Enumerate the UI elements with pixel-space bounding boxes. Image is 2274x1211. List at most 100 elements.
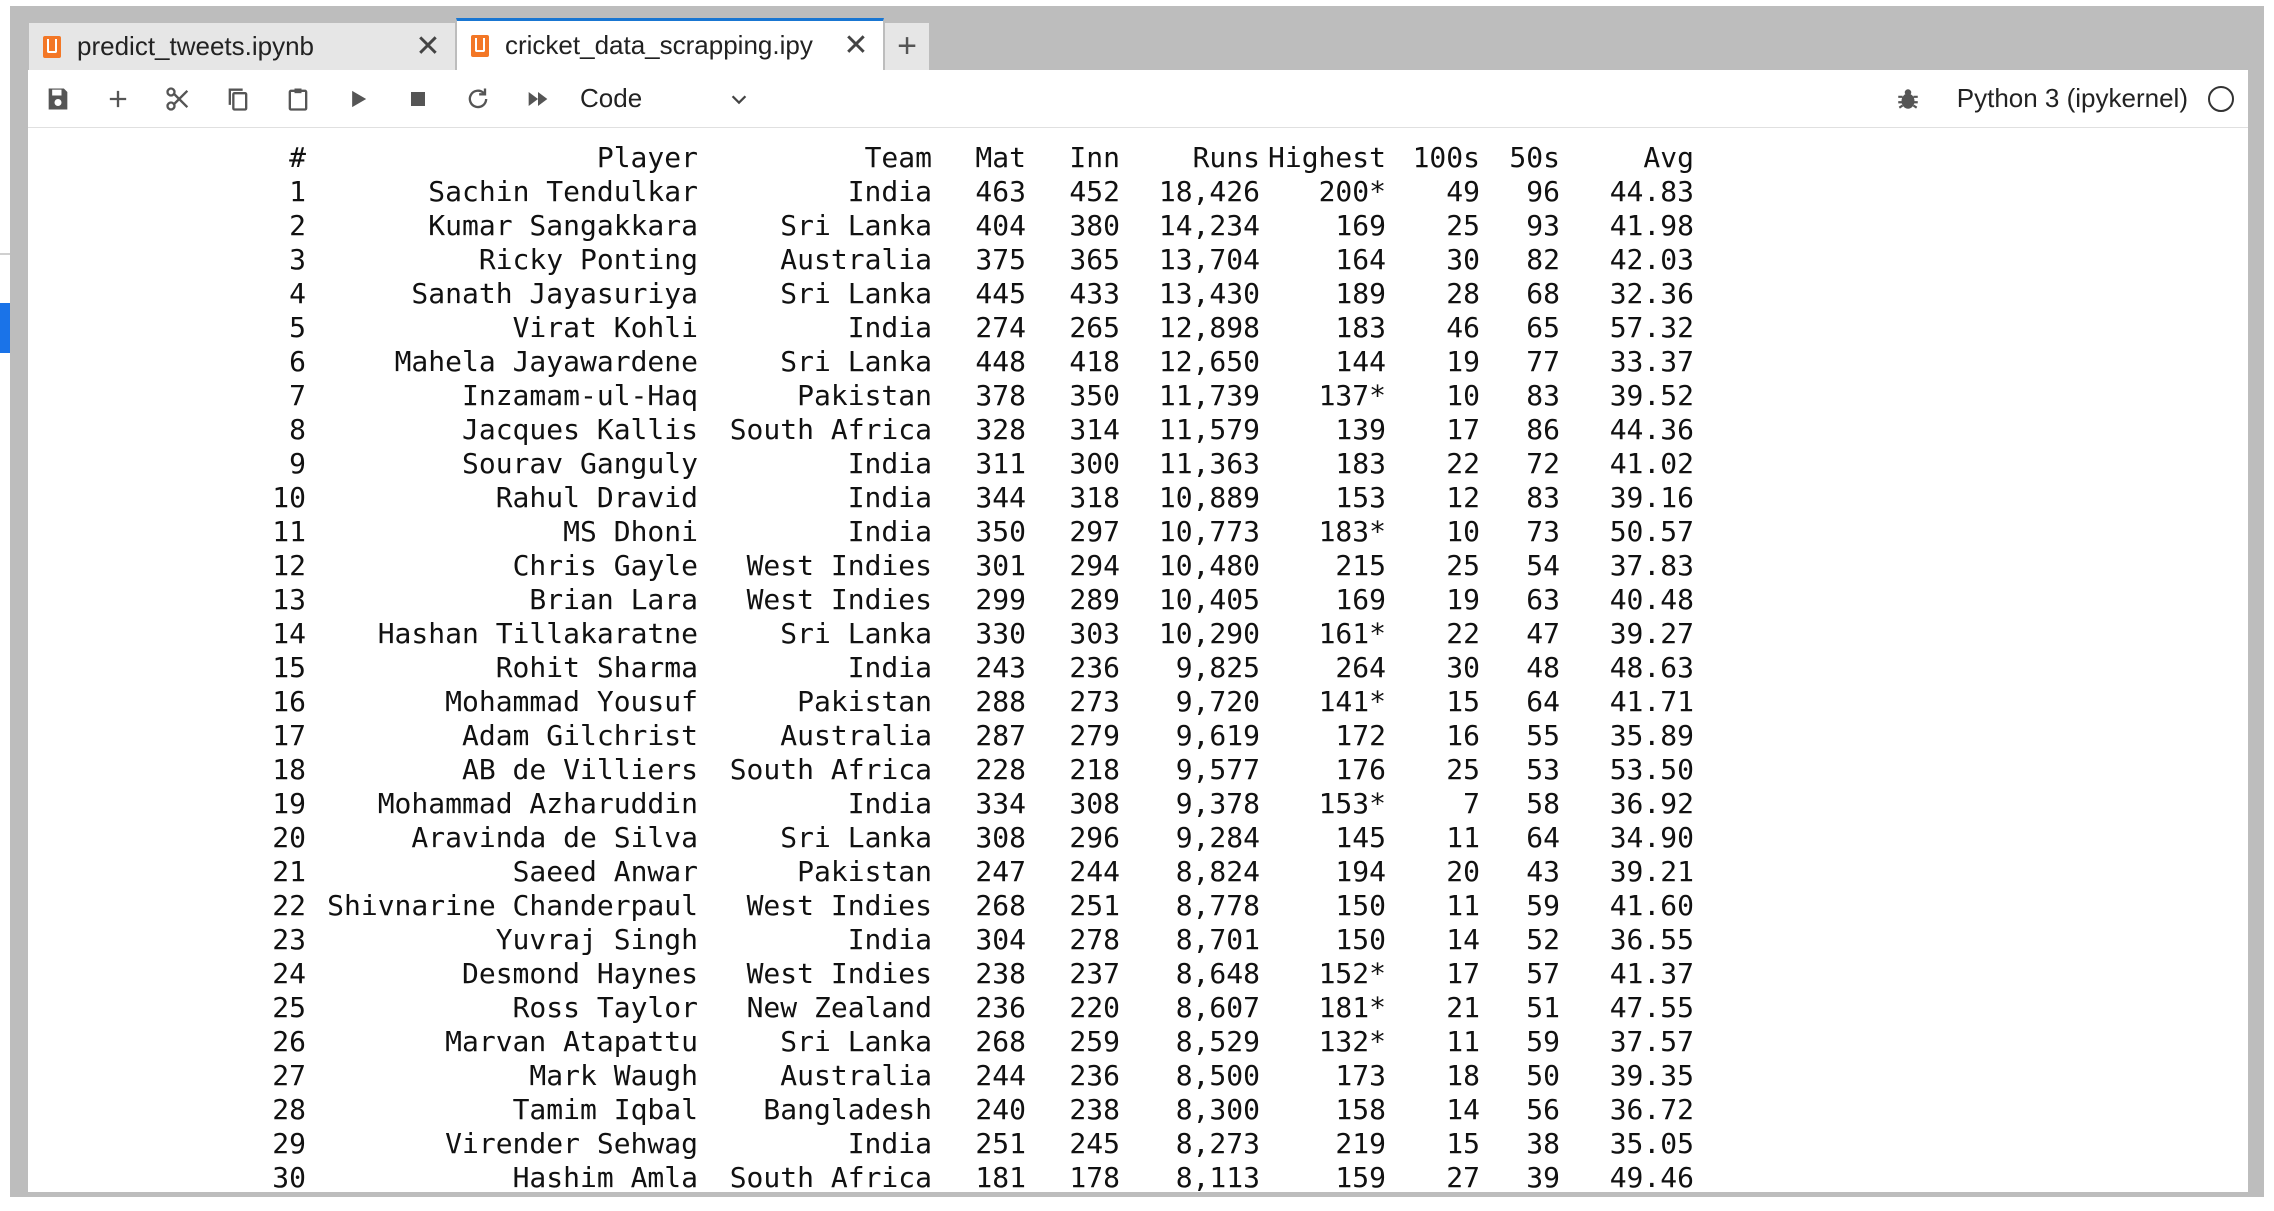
table-row: 22 Shivnarine Chanderpaul West Indies 268 25…: [238, 888, 1694, 922]
cell-fifties: 59: [1526, 1024, 1560, 1058]
cell-index: 16: [272, 684, 306, 718]
cell-mat: 375: [975, 242, 1026, 276]
restart-button[interactable]: [448, 70, 508, 128]
cell-player: Mahela Jayawardene: [394, 344, 698, 378]
cell-team: South Africa: [729, 1160, 932, 1193]
cell-avg: 34.90: [1609, 820, 1694, 854]
new-tab-button[interactable]: +: [884, 22, 930, 70]
cell-inn: 303: [1069, 616, 1120, 650]
header-index: #: [289, 140, 306, 174]
cell-highest: 161*: [1318, 616, 1386, 650]
cell-team: West Indies: [746, 956, 932, 990]
cut-icon: [166, 86, 189, 111]
cell-fifties: 83: [1526, 378, 1560, 412]
run-all-button[interactable]: [508, 70, 568, 128]
tab-bar: predict_tweets.ipynb ✕ cricket_data_scra…: [28, 18, 2248, 70]
cut-button[interactable]: [148, 70, 208, 128]
copy-button[interactable]: [208, 70, 268, 128]
bug-icon[interactable]: [1895, 86, 1921, 112]
cell-hundreds: 14: [1446, 1092, 1480, 1126]
cell-index: 12: [272, 548, 306, 582]
cell-mat: 181: [975, 1160, 1026, 1193]
cell-inn: 279: [1069, 718, 1120, 752]
cell-avg: 35.05: [1609, 1126, 1694, 1160]
cell-team: South Africa: [729, 412, 932, 446]
cell-player: Virat Kohli: [512, 310, 698, 344]
cell-player: Aravinda de Silva: [411, 820, 698, 854]
cell-runs: 13,704: [1158, 242, 1260, 276]
cell-fifties: 48: [1526, 650, 1560, 684]
cell-team: Pakistan: [797, 378, 932, 412]
cell-avg: 32.36: [1609, 276, 1694, 310]
cell-mat: 301: [975, 548, 1026, 582]
cell-hundreds: 27: [1446, 1160, 1480, 1193]
cell-runs: 8,500: [1175, 1058, 1260, 1092]
save-button[interactable]: [28, 70, 88, 128]
kernel-indicator[interactable]: Python 3 (ipykernel): [1895, 83, 2234, 114]
stop-button[interactable]: [388, 70, 448, 128]
cell-fifties: 56: [1526, 1092, 1560, 1126]
cell-inn: 278: [1069, 922, 1120, 956]
cell-player: MS Dhoni: [563, 514, 698, 548]
kernel-name[interactable]: Python 3 (ipykernel): [1956, 83, 2188, 113]
cell-fifties: 73: [1526, 514, 1560, 548]
cell-fifties: 38: [1526, 1126, 1560, 1160]
cell-runs: 10,480: [1158, 548, 1260, 582]
cell-avg: 39.52: [1609, 378, 1694, 412]
cell-index: 13: [272, 582, 306, 616]
cell-highest: 183: [1335, 310, 1386, 344]
cell-avg: 36.72: [1609, 1092, 1694, 1126]
cell-hundreds: 22: [1446, 616, 1480, 650]
cell-type-select[interactable]: Code: [580, 79, 750, 119]
cell-fifties: 43: [1526, 854, 1560, 888]
cell-team: Sri Lanka: [780, 208, 932, 242]
cell-index: 18: [272, 752, 306, 786]
cell-inn: 236: [1069, 650, 1120, 684]
close-icon[interactable]: ✕: [843, 29, 869, 62]
cell-mat: 334: [975, 786, 1026, 820]
table-row: 15 Rohit Sharma India 243 236 9,825 264 30 48 48.…: [238, 650, 1694, 684]
cell-mat: 463: [975, 174, 1026, 208]
cell-fifties: 65: [1526, 310, 1560, 344]
add-cell-button[interactable]: [88, 70, 148, 128]
tab-cricket-data-scrapping[interactable]: cricket_data_scrapping.ipy ✕: [456, 18, 884, 70]
close-icon[interactable]: ✕: [415, 30, 441, 63]
cell-avg: 41.37: [1609, 956, 1694, 990]
cell-player: Kumar Sangakkara: [428, 208, 698, 242]
table-row: 17 Adam Gilchrist Australia 287 279 9,619 172 1…: [238, 718, 1694, 752]
table-row: 7 Inzamam-ul-Haq Pakistan 378 350 11,739 137* 1…: [238, 378, 1694, 412]
cell-index: 22: [272, 888, 306, 922]
cell-hundreds: 25: [1446, 548, 1480, 582]
cell-index: 24: [272, 956, 306, 990]
cell-player: Rahul Dravid: [495, 480, 698, 514]
paste-button[interactable]: [268, 70, 328, 128]
cell-player: Ross Taylor: [512, 990, 698, 1024]
table-row: 8 Jacques Kallis South Africa 328 314 11,579 1…: [238, 412, 1694, 446]
cell-index: 14: [272, 616, 306, 650]
cell-runs: 9,720: [1175, 684, 1260, 718]
cell-highest: 183*: [1318, 514, 1386, 548]
cell-hundreds: 20: [1446, 854, 1480, 888]
table-row: 4 Sanath Jayasuriya Sri Lanka 445 433 13,430 1…: [238, 276, 1694, 310]
cell-player: Hashim Amla: [512, 1160, 698, 1193]
table-row: 24 Desmond Haynes West Indies 238 237 8,648 15…: [238, 956, 1694, 990]
cell-team: New Zealand: [746, 990, 932, 1024]
cell-avg: 49.46: [1609, 1160, 1694, 1193]
cell-fifties: 63: [1526, 582, 1560, 616]
cell-avg: 41.60: [1609, 888, 1694, 922]
cell-index: 15: [272, 650, 306, 684]
cell-inn: 433: [1069, 276, 1120, 310]
cell-runs: 11,739: [1158, 378, 1260, 412]
tab-predict-tweets[interactable]: predict_tweets.ipynb ✕: [28, 22, 456, 70]
window-top-edge: [0, 0, 2274, 6]
run-button[interactable]: [328, 70, 388, 128]
cell-avg: 39.35: [1609, 1058, 1694, 1092]
cell-inn: 294: [1069, 548, 1120, 582]
table-row: 19 Mohammad Azharuddin India 334 308 9,378 153…: [238, 786, 1694, 820]
cell-mat: 304: [975, 922, 1026, 956]
cell-index: 6: [289, 344, 306, 378]
table-row: 27 Mark Waugh Australia 244 236 8,500 173 18 50 3…: [238, 1058, 1694, 1092]
cell-inn: 178: [1069, 1160, 1120, 1193]
add-cell-icon: [109, 90, 127, 107]
cell-player: Brian Lara: [529, 582, 698, 616]
